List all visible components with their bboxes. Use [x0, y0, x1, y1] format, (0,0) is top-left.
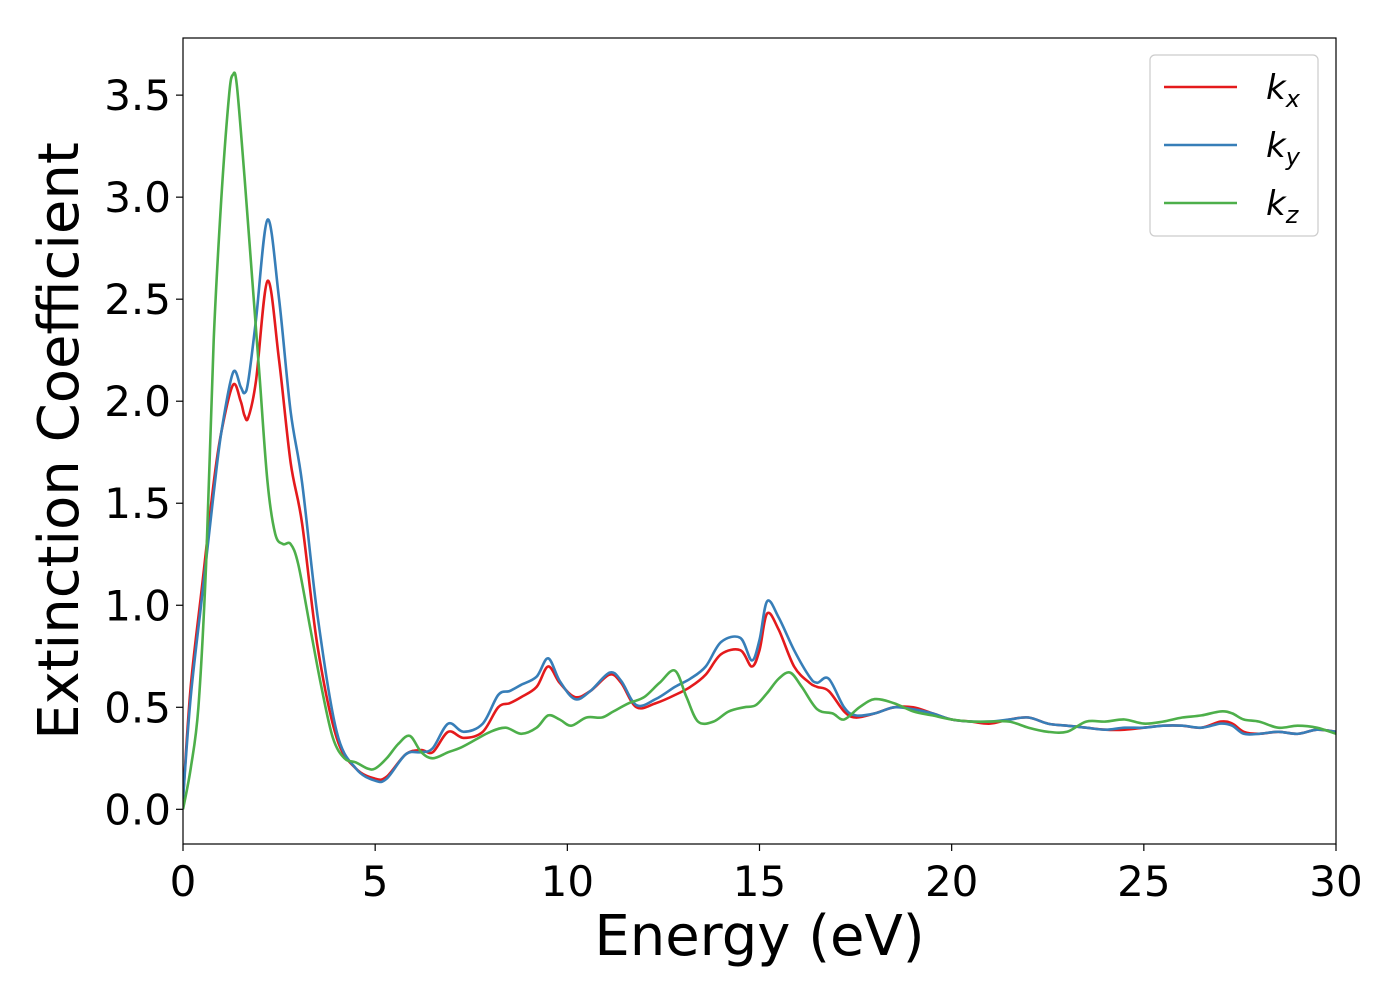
- y-tick-label: 0.5: [104, 683, 171, 732]
- legend-label-subscript: x: [1285, 85, 1301, 113]
- legend-label-kx: kx: [1266, 68, 1301, 113]
- plot-lines: [183, 71, 1336, 810]
- x-tick-label: 15: [733, 857, 786, 906]
- x-tick-label: 10: [541, 857, 594, 906]
- x-tick-label: 5: [362, 857, 389, 906]
- legend-label-main: k: [1266, 126, 1287, 166]
- y-tick-label: 2.5: [104, 275, 171, 324]
- series-line-ky: [183, 218, 1336, 800]
- x-tick-label: 30: [1309, 857, 1362, 906]
- legend-label-main: k: [1266, 68, 1287, 108]
- x-axis-title: Energy (eV): [594, 904, 924, 969]
- x-tick-label: 0: [170, 857, 197, 906]
- series-line-kz: [183, 71, 1336, 810]
- legend-label-subscript: y: [1285, 143, 1301, 171]
- legend-label-kz: kz: [1266, 184, 1300, 229]
- y-axis-ticks: 0.0 0.5 1.0 1.5 2.0 2.5 3.0 3.5: [104, 71, 183, 834]
- y-tick-label: 1.0: [104, 581, 171, 630]
- y-tick-label: 2.0: [104, 377, 171, 426]
- y-tick-label: 3.0: [104, 173, 171, 222]
- legend-label-subscript: z: [1285, 201, 1300, 229]
- y-axis-title: Extinction Coefficient: [27, 142, 92, 740]
- x-axis-ticks: 0 5 10 15 20 25 30: [170, 844, 1363, 906]
- x-tick-label: 20: [925, 857, 978, 906]
- legend-label-main: k: [1266, 184, 1287, 224]
- y-tick-label: 3.5: [104, 71, 171, 120]
- x-tick-label: 25: [1117, 857, 1170, 906]
- y-tick-label: 0.0: [104, 785, 171, 834]
- y-tick-label: 1.5: [104, 479, 171, 528]
- legend-label-ky: ky: [1266, 126, 1301, 171]
